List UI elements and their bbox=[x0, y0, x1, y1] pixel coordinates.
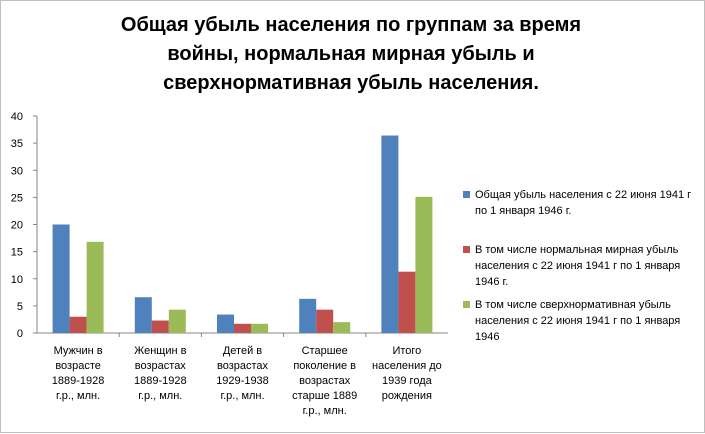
x-category-label: Детей в возрастах 1929-1938 г.р., млн. bbox=[216, 345, 269, 402]
bar-series-3 bbox=[251, 323, 268, 333]
bar-series-1 bbox=[299, 298, 317, 333]
legend-label: Общая убыль населения с 22 июня 1941 г п… bbox=[475, 189, 692, 217]
x-category-label: Старшее поколение в возрастах старше 188… bbox=[292, 345, 358, 417]
bar-series-1 bbox=[217, 314, 234, 333]
bar-series-1 bbox=[134, 297, 152, 333]
y-tick-label: 5 bbox=[17, 301, 23, 313]
bar-series-1 bbox=[381, 135, 399, 333]
bar-series-2 bbox=[69, 316, 87, 333]
y-tick-label: 0 bbox=[17, 328, 23, 340]
y-tick-label: 25 bbox=[11, 192, 23, 204]
legend-swatch bbox=[463, 301, 470, 308]
legend-swatch bbox=[463, 246, 470, 253]
bar-series-3 bbox=[86, 241, 104, 333]
bar-series-1 bbox=[52, 224, 70, 333]
legend-swatch bbox=[463, 191, 470, 198]
x-category-label: Мужчин в возрасте 1889-1928 г.р., млн. bbox=[51, 345, 105, 402]
x-category-label: Итого населения до 1939 года рождения bbox=[372, 345, 442, 402]
legend-item: В том числе нормальная мирная убыль насе… bbox=[463, 242, 698, 290]
bar-series-2 bbox=[234, 323, 251, 333]
x-category-label: Женщин в возрастах 1889-1928 г.р., млн. bbox=[133, 345, 187, 402]
bar-series-2 bbox=[398, 271, 416, 333]
y-tick-label: 35 bbox=[11, 138, 23, 150]
legend-item: В том числе сверхнормативная убыль насел… bbox=[463, 297, 698, 345]
bar-series-2 bbox=[151, 320, 169, 333]
bar-series-3 bbox=[415, 196, 433, 333]
bar-series-3 bbox=[168, 309, 186, 333]
y-tick-label: 15 bbox=[11, 247, 23, 259]
bar-series-2 bbox=[316, 309, 334, 333]
bar-series-3 bbox=[333, 322, 351, 333]
legend-item: Общая убыль населения с 22 июня 1941 г п… bbox=[463, 187, 698, 219]
y-tick-label: 40 bbox=[11, 111, 23, 123]
y-tick-label: 30 bbox=[11, 165, 23, 177]
chart-title: Общая убыль населения по группам за врем… bbox=[120, 14, 582, 94]
y-tick-label: 20 bbox=[11, 220, 23, 232]
legend-label: В том числе сверхнормативная убыль насел… bbox=[475, 299, 681, 343]
y-tick-label: 10 bbox=[11, 274, 23, 286]
legend-label: В том числе нормальная мирная убыль насе… bbox=[475, 244, 681, 288]
